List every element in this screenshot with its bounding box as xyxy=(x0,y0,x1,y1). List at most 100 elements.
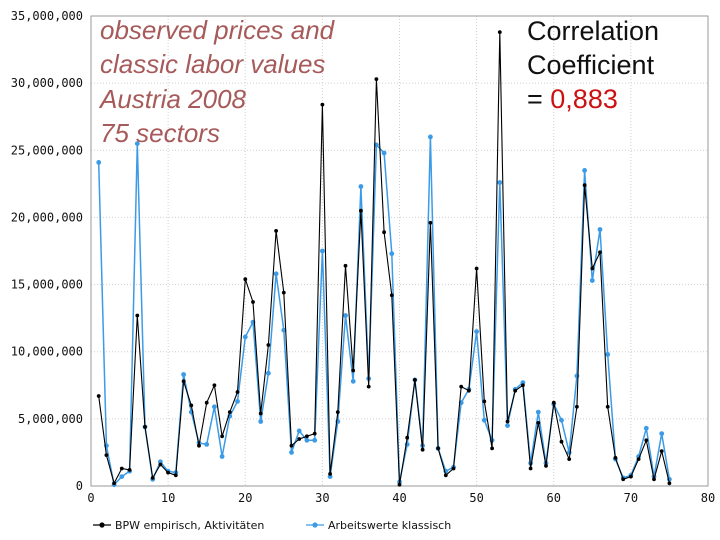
annotation-line-3: Austria 2008 xyxy=(98,84,247,114)
data-point-series-1 xyxy=(274,229,278,233)
data-point-series-1 xyxy=(644,438,649,443)
data-point-series-1 xyxy=(289,443,294,448)
data-point-series-2 xyxy=(219,454,225,459)
data-point-series-1 xyxy=(536,421,541,425)
annotation: observed prices and classic labor values… xyxy=(98,15,336,148)
x-tick-label: 10 xyxy=(161,491,175,505)
data-point-series-1 xyxy=(559,439,564,444)
data-point-series-1 xyxy=(312,431,317,436)
data-point-series-1 xyxy=(575,404,579,409)
data-point-series-2 xyxy=(505,423,510,428)
data-point-series-1 xyxy=(613,455,618,460)
data-point-series-1 xyxy=(521,383,525,388)
data-point-series-1 xyxy=(467,388,471,393)
data-point-series-2 xyxy=(605,352,611,357)
annotation-line-1: observed prices and xyxy=(100,15,336,45)
data-point-series-2 xyxy=(535,409,541,415)
data-point-series-1 xyxy=(351,368,356,373)
data-point-series-2 xyxy=(134,141,140,147)
data-point-series-2 xyxy=(96,160,102,165)
data-point-series-1 xyxy=(166,470,171,475)
series-2 xyxy=(96,134,672,488)
annotation-line-2: classic labor values xyxy=(100,49,325,79)
legend-label-series-1: BPW empirisch, Aktivitäten xyxy=(115,519,264,532)
data-point-series-2 xyxy=(389,251,395,257)
data-point-series-1 xyxy=(459,384,464,389)
data-point-series-1 xyxy=(227,410,232,414)
data-point-series-2 xyxy=(350,378,356,384)
data-point-series-2 xyxy=(266,370,271,376)
data-point-series-1 xyxy=(513,388,518,393)
data-point-series-1 xyxy=(605,404,610,409)
data-point-series-1 xyxy=(343,263,348,268)
y-tick-label: 35,000,000 xyxy=(11,9,83,23)
x-tick-label: 40 xyxy=(392,491,406,505)
data-point-series-2 xyxy=(597,227,603,232)
data-point-series-1 xyxy=(150,476,155,480)
x-tick-label: 30 xyxy=(315,491,329,505)
data-point-series-1 xyxy=(281,290,286,295)
data-point-series-1 xyxy=(413,378,417,382)
data-point-series-1 xyxy=(96,394,101,398)
data-point-series-1 xyxy=(158,462,163,467)
data-point-series-1 xyxy=(135,313,140,318)
series-1 xyxy=(96,30,672,487)
correlation-label-line-1: Correlation xyxy=(527,16,659,46)
data-point-series-1 xyxy=(474,266,479,271)
data-point-series-1 xyxy=(382,230,386,235)
data-point-series-1 xyxy=(667,481,672,486)
data-point-series-1 xyxy=(104,453,109,457)
data-point-series-2 xyxy=(296,428,302,434)
data-point-series-1 xyxy=(405,435,410,440)
data-point-series-2 xyxy=(258,419,264,424)
data-point-series-1 xyxy=(189,403,194,408)
data-point-series-2 xyxy=(520,380,526,385)
data-point-series-1 xyxy=(181,379,186,384)
data-point-series-1 xyxy=(305,434,309,439)
data-point-series-2 xyxy=(428,134,433,140)
series-line-2 xyxy=(97,136,671,486)
data-point-series-1 xyxy=(652,477,656,482)
data-point-series-2 xyxy=(643,425,649,431)
legend-item-series-1: BPW empirisch, Aktivitäten xyxy=(93,519,264,532)
data-point-series-1 xyxy=(397,482,402,487)
data-point-series-1 xyxy=(436,446,440,451)
data-point-series-1 xyxy=(621,477,626,482)
data-point-series-1 xyxy=(204,400,209,405)
data-point-series-1 xyxy=(590,266,595,271)
x-tick-label: 50 xyxy=(469,491,483,505)
data-point-series-2 xyxy=(589,278,595,283)
data-point-series-1 xyxy=(629,474,633,479)
data-point-series-2 xyxy=(158,459,163,465)
data-point-series-1 xyxy=(212,383,217,388)
data-point-series-2 xyxy=(304,437,310,443)
data-point-series-1 xyxy=(112,481,116,486)
data-point-series-2 xyxy=(289,450,294,455)
data-point-series-1 xyxy=(567,457,572,461)
data-point-series-2 xyxy=(242,334,248,340)
data-point-series-2 xyxy=(273,271,279,277)
x-tick-label: 70 xyxy=(624,491,638,505)
legend-marker-series-2 xyxy=(312,522,318,528)
data-point-series-1 xyxy=(328,472,332,476)
data-point-series-1 xyxy=(173,473,178,478)
y-tick-label: 15,000,000 xyxy=(11,278,83,292)
data-point-series-2 xyxy=(481,417,487,423)
data-point-series-1 xyxy=(197,443,201,448)
legend: BPW empirisch, Aktivitäten Arbeitswerte … xyxy=(93,519,451,532)
data-point-series-1 xyxy=(119,466,124,471)
data-point-series-1 xyxy=(428,220,433,225)
data-point-series-2 xyxy=(659,431,665,436)
data-point-series-1 xyxy=(582,183,587,188)
data-point-series-2 xyxy=(235,399,240,404)
data-point-series-1 xyxy=(636,457,641,461)
data-point-series-1 xyxy=(127,468,132,472)
data-point-series-1 xyxy=(528,466,533,471)
data-point-series-1 xyxy=(258,411,263,416)
y-tick-label: 10,000,000 xyxy=(11,345,83,359)
data-point-series-1 xyxy=(482,399,487,404)
correlation-label-line-2: Coefficient xyxy=(527,50,655,80)
data-point-series-2 xyxy=(327,474,333,479)
data-point-series-1 xyxy=(598,250,602,255)
